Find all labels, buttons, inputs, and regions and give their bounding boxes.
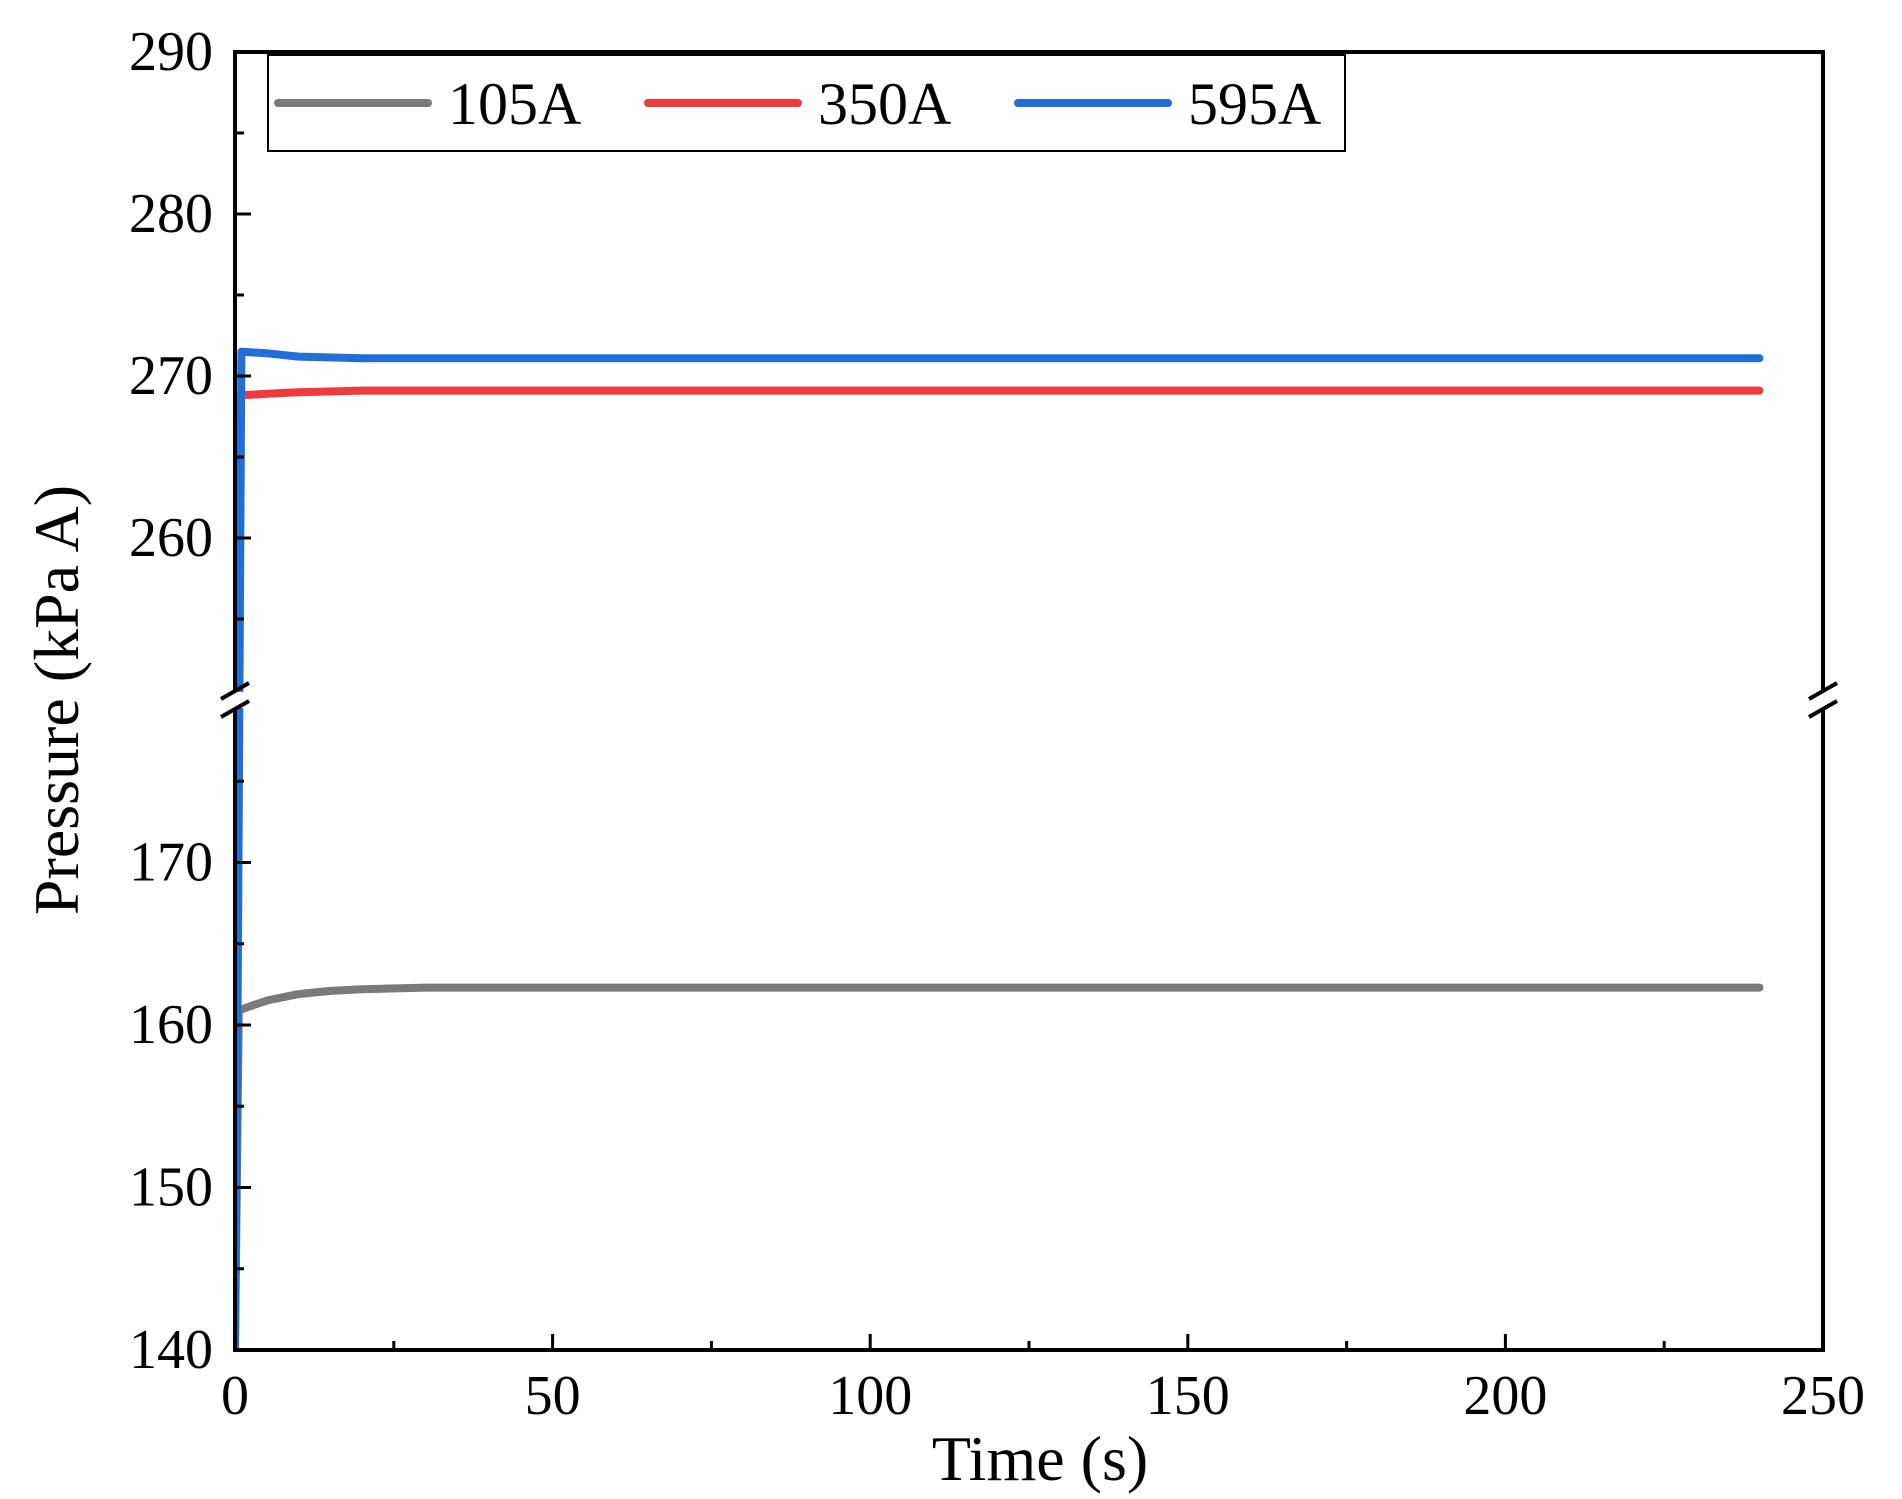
axis-break-mark: [1808, 681, 1838, 701]
x-tick-label: 250: [1781, 1365, 1865, 1427]
tick-label-layer: 0 50 100 150 200 250 140 150 160 170 260 270 280 290: [129, 21, 1865, 1427]
y-tick-label: 140: [129, 1319, 213, 1381]
series-layer: [235, 347, 1764, 1350]
legend-label-105A: 105A: [448, 71, 581, 137]
series-line-105A: [235, 983, 1764, 1350]
y-tick-label: 270: [129, 345, 213, 407]
x-tick-label: 50: [525, 1365, 581, 1427]
x-tick-label: 150: [1146, 1365, 1230, 1427]
x-axis-label: Time (s): [932, 1423, 1148, 1494]
y-tick-label: 170: [129, 832, 213, 894]
tick-layer: [233, 50, 1825, 1352]
y-tick-label: 290: [129, 21, 213, 83]
legend: 105A 350A 595A: [267, 54, 1346, 152]
plot-frame: [233, 50, 1825, 1352]
series-line-350A: [235, 386, 1764, 1350]
x-tick-label: 0: [221, 1365, 249, 1427]
series-line-595A: [235, 347, 1764, 1350]
axis-break-mark: [220, 681, 250, 701]
y-tick-label: 260: [129, 507, 213, 569]
y-tick-label: 160: [129, 994, 213, 1056]
legend-label-350A: 350A: [818, 71, 951, 137]
legend-label-595A: 595A: [1188, 71, 1321, 137]
axis-break-mark: [220, 699, 250, 719]
x-tick-label: 100: [828, 1365, 912, 1427]
x-tick-label: 200: [1463, 1365, 1547, 1427]
y-axis-label: Pressure (kPa A): [21, 485, 92, 915]
axis-break-layer: [220, 681, 1838, 719]
axis-break-mark: [1808, 699, 1838, 719]
y-tick-label: 280: [129, 183, 213, 245]
y-tick-label: 150: [129, 1157, 213, 1219]
